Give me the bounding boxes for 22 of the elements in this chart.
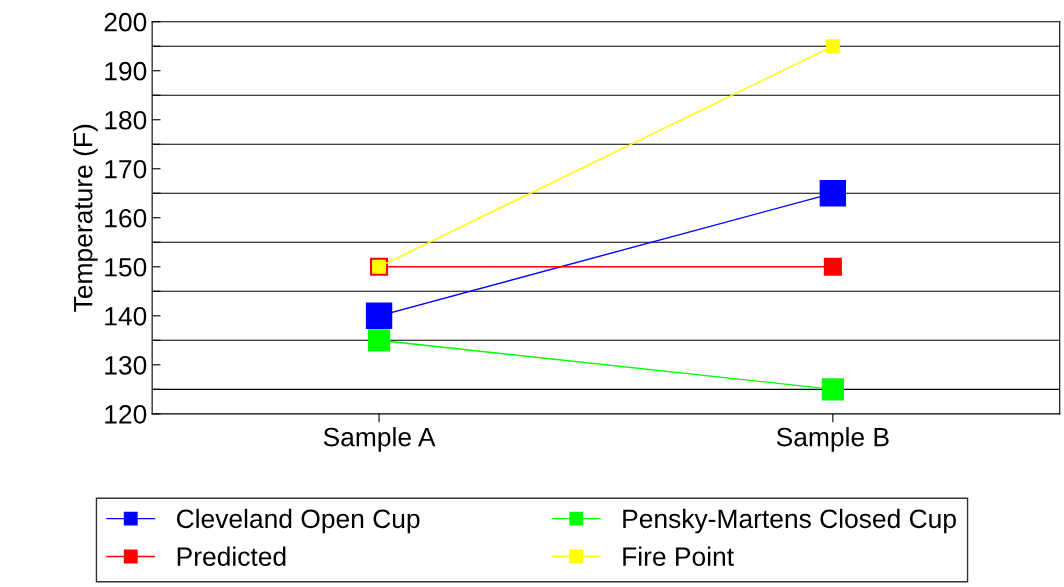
legend-label: Cleveland Open Cup <box>176 508 420 534</box>
y-tick-label: 180 <box>105 110 147 130</box>
legend-label: Fire Point <box>623 546 734 566</box>
y-tick-label: 120 <box>105 404 147 424</box>
y-tick-label: 130 <box>105 355 147 375</box>
y-tick-label: 140 <box>105 306 147 326</box>
y-axis-title: Temperature (F) <box>73 124 98 312</box>
point <box>367 329 391 352</box>
x-tick-label: Sample A <box>323 427 436 452</box>
point <box>821 378 844 401</box>
point <box>823 257 842 276</box>
point <box>365 302 393 330</box>
y-tick-label: 170 <box>105 159 147 179</box>
point <box>825 39 840 54</box>
x-tick-label: Sample B <box>776 427 889 452</box>
point <box>819 180 847 207</box>
y-tick-label: 160 <box>105 208 147 228</box>
y-tick-label: 150 <box>105 257 147 277</box>
legend-label: Pensky-Martens Closed Cup <box>623 508 956 534</box>
y-tick-label: 190 <box>105 61 147 81</box>
y-tick-label: 200 <box>104 12 147 32</box>
legend-label: Predicted <box>177 546 286 566</box>
